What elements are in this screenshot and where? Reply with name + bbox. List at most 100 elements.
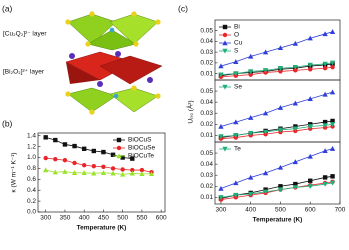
y-tick-label: 0.2 xyxy=(27,198,36,205)
marker xyxy=(277,105,284,110)
legend-label: Cu xyxy=(234,40,243,47)
marker xyxy=(110,152,116,157)
y-tick-label: 0.02 xyxy=(200,121,213,128)
marker xyxy=(322,123,328,129)
y-tick-label: 0.0 xyxy=(27,209,36,216)
marker xyxy=(101,164,106,169)
x-tick-label: 300 xyxy=(216,207,227,214)
marker xyxy=(233,59,239,64)
marker xyxy=(72,143,77,149)
marker xyxy=(233,119,239,125)
marker xyxy=(91,170,97,176)
marker xyxy=(218,72,224,78)
marker xyxy=(120,155,125,160)
marker xyxy=(129,170,135,176)
marker xyxy=(120,167,125,172)
y-tick-label: 0.02 xyxy=(200,60,213,67)
series-line xyxy=(45,157,152,173)
marker xyxy=(139,171,145,177)
x-tick-label: 700 xyxy=(335,207,346,214)
marker xyxy=(322,66,328,71)
legend-label: BiOCuS xyxy=(128,137,152,144)
marker xyxy=(233,71,239,77)
legend-label: S xyxy=(234,48,239,55)
y-tick-label: 0.03 xyxy=(200,49,213,56)
marker xyxy=(110,166,116,171)
x-tick-label: 600 xyxy=(156,215,167,222)
marker xyxy=(262,110,269,116)
marker xyxy=(330,64,335,70)
marker xyxy=(329,60,336,66)
y-tick-label: 0.03 xyxy=(200,110,213,117)
panel-label: (b) xyxy=(2,118,13,128)
y-tick-label: 0.6 xyxy=(27,176,36,183)
marker xyxy=(62,169,68,174)
layer-label: [Bi₂O₂]²⁺ layer xyxy=(3,69,45,76)
marker xyxy=(218,134,224,140)
marker xyxy=(322,119,328,125)
x-axis-label: Temperature (K) xyxy=(77,225,127,232)
marker xyxy=(292,64,298,70)
marker xyxy=(322,91,328,97)
marker xyxy=(81,170,87,175)
marker xyxy=(233,133,239,138)
plot-frame xyxy=(37,132,166,213)
marker xyxy=(110,170,116,176)
marker xyxy=(292,126,298,132)
marker xyxy=(277,164,284,170)
marker xyxy=(307,96,313,102)
marker xyxy=(292,185,298,191)
marker xyxy=(262,129,269,135)
y-axis-label: Uᵢₛₒ (Å²) xyxy=(186,100,195,123)
marker xyxy=(329,180,336,186)
marker xyxy=(218,195,224,200)
legend-marker xyxy=(222,24,228,30)
legend-marker xyxy=(222,48,228,54)
marker xyxy=(130,167,135,173)
y-tick-label: 0.4 xyxy=(27,187,36,194)
legend-label: Se xyxy=(234,84,242,91)
legend-label: BiOCuTe xyxy=(128,153,154,160)
marker xyxy=(322,61,328,67)
marker xyxy=(53,137,58,143)
x-tick-label: 550 xyxy=(136,215,147,222)
marker xyxy=(248,130,254,136)
legend-marker xyxy=(116,137,122,143)
y-tick-label: 1.2 xyxy=(27,143,36,150)
marker xyxy=(218,63,224,69)
legend-label: O xyxy=(234,32,239,39)
y-tick-label: 1.4 xyxy=(27,132,36,139)
x-tick-label: 400 xyxy=(245,207,256,214)
marker xyxy=(71,170,78,175)
marker xyxy=(322,148,328,154)
marker xyxy=(322,31,328,37)
marker xyxy=(293,124,298,129)
crystal-structure xyxy=(65,11,163,115)
marker xyxy=(248,191,254,197)
legend-marker xyxy=(222,32,228,38)
series-line xyxy=(45,169,152,175)
y-tick-label: 0.02 xyxy=(200,183,213,190)
x-tick-label: 350 xyxy=(60,215,71,222)
marker xyxy=(329,146,336,151)
marker xyxy=(72,160,77,166)
marker xyxy=(277,66,284,71)
marker xyxy=(262,68,269,73)
marker xyxy=(292,40,298,46)
marker xyxy=(81,146,87,151)
marker xyxy=(322,175,328,180)
marker xyxy=(330,174,335,179)
marker xyxy=(277,45,284,51)
y-tick-label: 0.04 xyxy=(200,161,213,168)
marker xyxy=(307,124,313,130)
y-tick-label: 0.01 xyxy=(200,194,213,201)
marker xyxy=(262,189,269,195)
marker xyxy=(248,72,253,77)
marker xyxy=(277,187,284,193)
marker xyxy=(81,162,87,168)
y-tick-label: 0.04 xyxy=(200,99,213,106)
marker xyxy=(307,184,313,189)
marker xyxy=(233,180,239,186)
y-tick-label: 0.01 xyxy=(200,132,213,139)
